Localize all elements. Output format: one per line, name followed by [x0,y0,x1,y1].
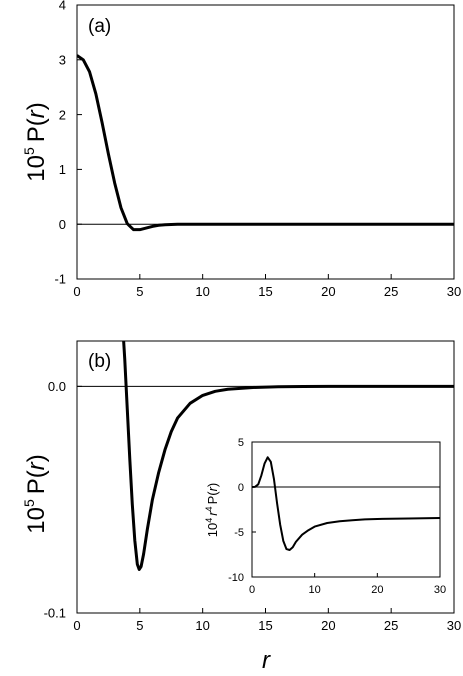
panel-a-axes: 0 5 10 15 20 25 30 -1 0 1 2 3 4 [54,0,461,299]
y-tick-label: -10 [228,572,244,584]
x-tick-label: 5 [136,284,143,299]
panel-b-series-line [122,341,454,571]
panel-b-label: (b) [88,351,111,372]
x-tick-label: 20 [371,584,383,596]
y-tick-label: 0 [238,482,244,494]
x-tick-label: 15 [258,284,272,299]
x-tick-label: 25 [384,618,398,633]
panel-a-frame [76,4,455,280]
y-tick-label: 1 [59,162,66,177]
x-tick-label: 25 [384,284,398,299]
x-tick-label: 0 [249,584,255,596]
x-axis-label: r [262,647,271,674]
x-tick-label: 30 [447,618,461,633]
y-tick-label: -0.1 [44,606,66,621]
inset-series-line [252,456,440,551]
y-tick-label: 3 [59,52,66,67]
y-tick-label: -5 [234,527,244,539]
x-tick-label: 10 [309,584,321,596]
inset-ylabel: 104r4P(r) [204,483,220,538]
y-tick-label: 4 [59,0,66,13]
y-tick-label: 0 [59,217,66,232]
x-tick-label: 20 [321,284,335,299]
panel-b-ylabel: 105P(r) [21,454,50,534]
x-tick-label: 30 [447,284,461,299]
inset-axes: 0 10 20 30 -10 -5 0 5 [228,437,446,596]
panel-a-series-line [77,54,454,232]
inset-frame [251,441,441,578]
y-tick-label: 5 [238,437,244,449]
x-tick-label: 20 [321,618,335,633]
x-tick-label: 5 [136,618,143,633]
inset-chart: 0 10 20 30 -10 -5 0 5 104r4P(r) [204,437,446,596]
x-tick-label: 30 [434,584,446,596]
panel-a-label: (a) [88,16,111,37]
panel-a: 0 5 10 15 20 25 30 -1 0 1 2 3 4 (a) 105P(r) [21,0,461,299]
panel-b: 0 5 10 15 20 25 30 -0.1 0.0 (b) 105P(r) r [21,340,462,674]
x-tick-label: 10 [195,618,209,633]
panel-b-axes: 0 5 10 15 20 25 30 -0.1 0.0 [44,379,462,633]
x-tick-label: 10 [195,284,209,299]
x-tick-label: 0 [73,618,80,633]
x-tick-label: 0 [73,284,80,299]
y-tick-label: -1 [54,272,66,287]
y-tick-label: 0.0 [48,379,66,394]
y-tick-label: 2 [59,107,66,122]
panel-a-ylabel: 105P(r) [21,102,50,182]
x-tick-label: 15 [258,618,272,633]
